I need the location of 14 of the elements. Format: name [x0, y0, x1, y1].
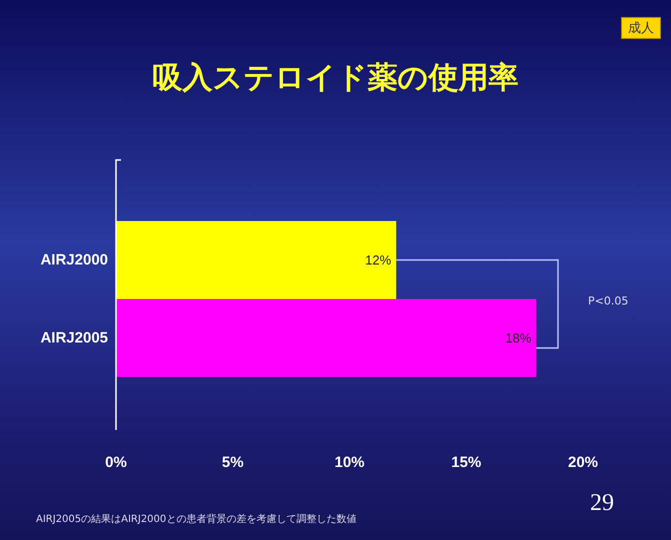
text: 29: [590, 490, 614, 517]
text: AIRJ2005の結果はAIRJ2000との患者背景の差を考慮して調整した数値: [36, 512, 356, 526]
text: P<0.05: [588, 294, 628, 308]
data-label: 12%: [365, 252, 392, 268]
x-tick-label: 0%: [105, 454, 127, 471]
data-label: 18%: [505, 330, 532, 346]
x-tick-label: 20%: [568, 454, 598, 471]
x-tick-label: 10%: [334, 454, 365, 471]
x-tick-label: 5%: [222, 454, 244, 471]
x-tick-label: 15%: [451, 454, 482, 471]
text: 成人: [621, 17, 661, 39]
y-tick-label: AIRJ2005: [40, 330, 108, 346]
y-tick-label: AIRJ2000: [40, 252, 108, 268]
chart-title: 吸入ステロイド薬の使用率: [152, 60, 518, 96]
